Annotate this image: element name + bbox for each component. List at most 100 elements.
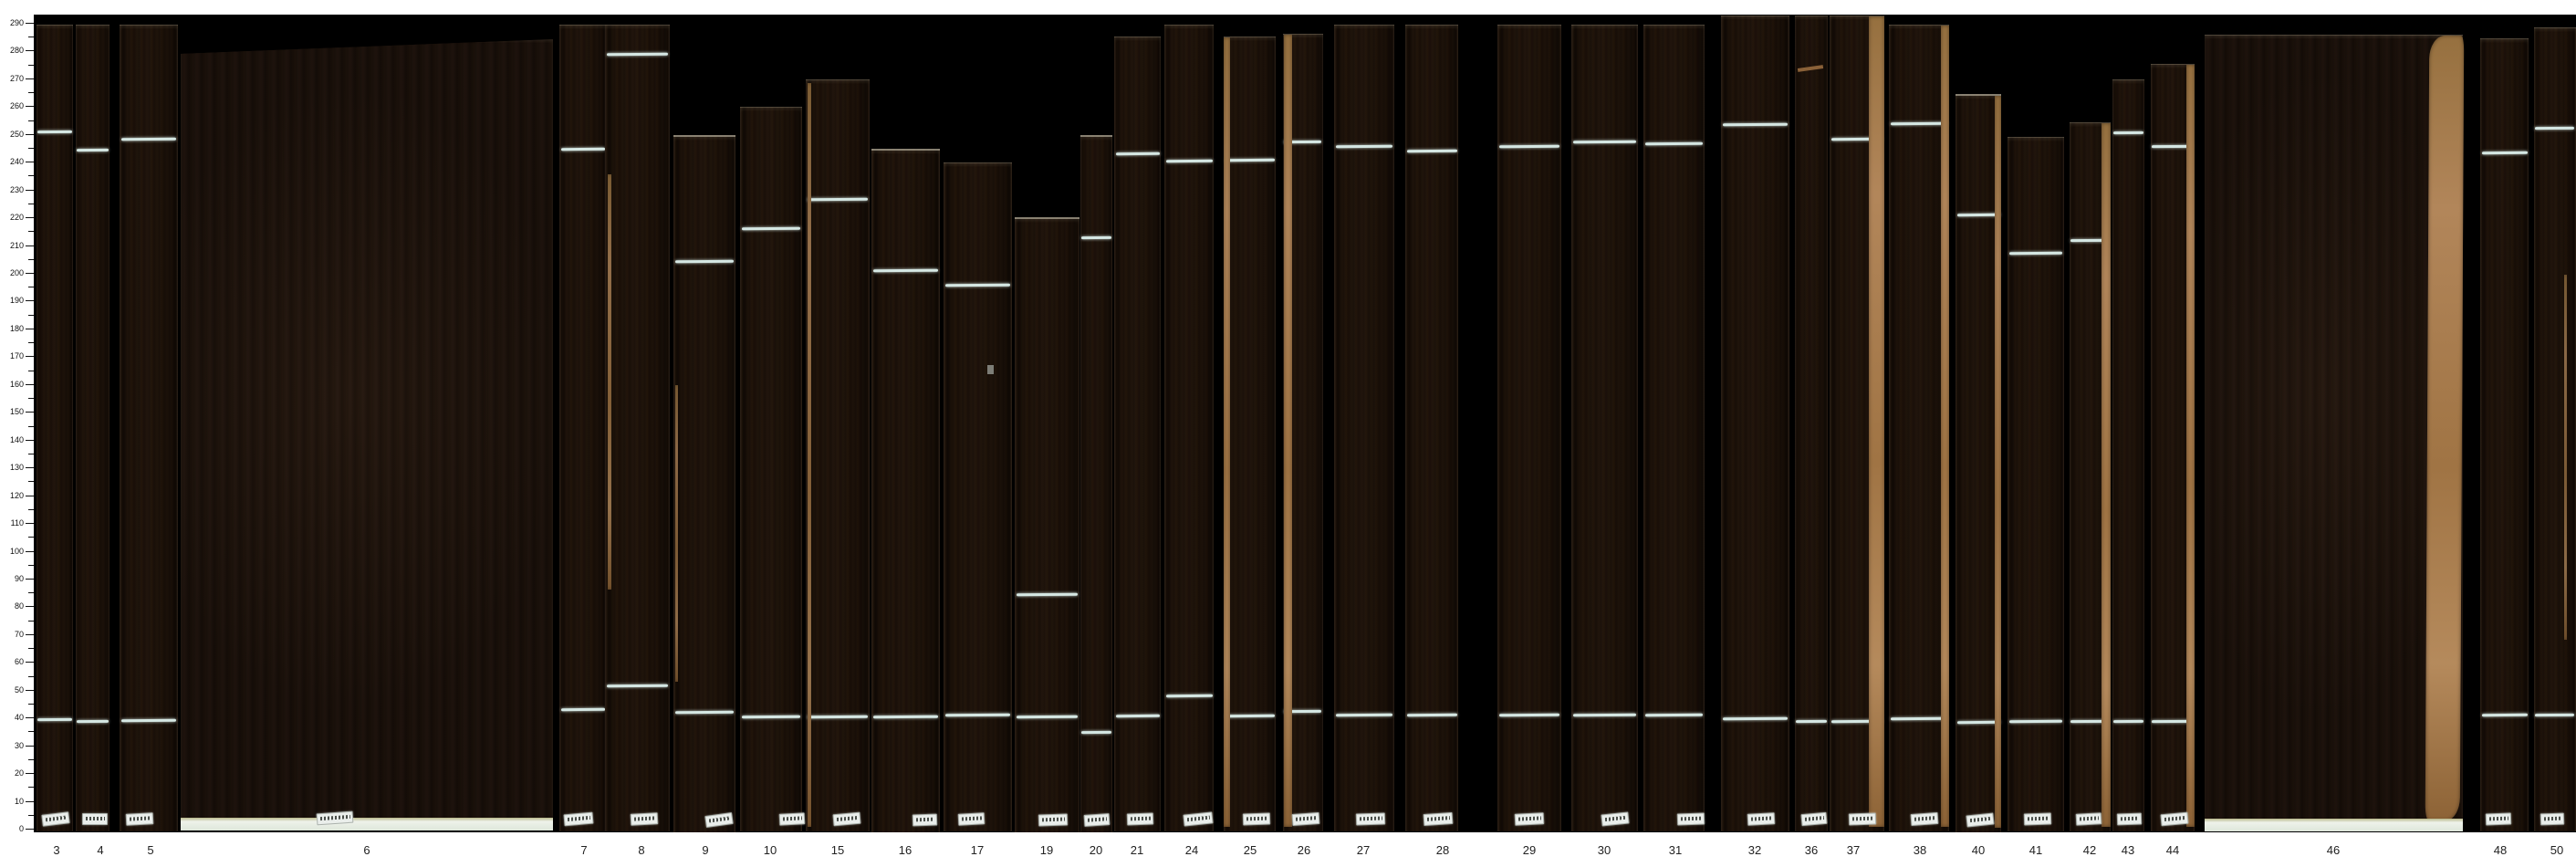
ruler-label: 250 [9, 129, 24, 139]
board-number-label: 29 [1522, 843, 1537, 857]
crayon-mark-line [2535, 126, 2575, 131]
board-32[interactable] [1721, 16, 1789, 831]
ruler-major-tick [26, 245, 34, 246]
ruler-minor-tick [28, 64, 34, 66]
ruler-label: 280 [9, 46, 24, 56]
board-6[interactable] [181, 39, 553, 830]
board-31[interactable] [1643, 25, 1705, 831]
specimen-tag [630, 812, 659, 826]
board-16[interactable] [871, 149, 940, 832]
crayon-mark-line [1225, 714, 1275, 718]
crayon-mark-line [1017, 715, 1078, 719]
crayon-mark-line [1165, 694, 1213, 698]
board-42[interactable] [2070, 122, 2111, 831]
board-20[interactable] [1080, 135, 1112, 832]
ruler-minor-tick [28, 814, 34, 816]
ruler-major-tick [26, 717, 34, 719]
specimen-tag [41, 811, 70, 827]
board-17[interactable] [944, 162, 1012, 831]
tag-text [1359, 816, 1383, 821]
ruler-minor-tick [28, 481, 34, 483]
board-48[interactable] [2480, 38, 2529, 831]
ruler-label: 270 [9, 73, 24, 83]
ruler-major-tick [26, 467, 34, 469]
board-number-label: 28 [1435, 843, 1450, 857]
crayon-mark-line [1644, 713, 1703, 717]
board-number-label: 26 [1297, 843, 1311, 857]
ruler-minor-tick [28, 648, 34, 650]
ruler-major-tick [26, 523, 34, 525]
board-number-label: 44 [2165, 843, 2180, 857]
board-41[interactable] [2008, 137, 2064, 831]
ruler-major-tick [26, 133, 34, 135]
ruler-major-tick [26, 633, 34, 635]
board-40[interactable] [1955, 94, 2001, 832]
board-38[interactable] [1889, 25, 1949, 831]
ruler-label: 180 [9, 323, 24, 333]
specimen-tag [1291, 811, 1320, 827]
board-number-label: 5 [147, 843, 154, 857]
board-number-label: 25 [1243, 843, 1257, 857]
tag-text [1517, 816, 1542, 821]
sapwood-streak [2101, 123, 2111, 827]
specimen-tag [2023, 812, 2052, 826]
specimen-tag [2075, 812, 2102, 826]
board-number-label: 7 [580, 843, 588, 857]
crayon-mark-line [945, 283, 1010, 287]
board-28[interactable] [1405, 25, 1458, 831]
ruler-major-tick [26, 50, 34, 52]
ruler-major-tick [26, 383, 34, 385]
ruler-minor-tick [28, 120, 34, 121]
board-4[interactable] [76, 25, 110, 831]
specimen-tag [82, 813, 108, 825]
board-30[interactable] [1571, 25, 1638, 831]
ruler-minor-tick [28, 175, 34, 177]
board-10[interactable] [740, 107, 806, 831]
crayon-mark-line [560, 707, 605, 712]
board-3[interactable] [37, 25, 73, 831]
ruler-major-tick [26, 106, 34, 108]
board-9[interactable] [673, 135, 735, 832]
crayon-mark-line [1081, 235, 1111, 240]
crayon-mark-line [742, 715, 800, 719]
crayon-mark-line [742, 226, 800, 231]
board-5[interactable] [120, 25, 178, 831]
board-number-label: 24 [1184, 843, 1199, 857]
board-7[interactable] [559, 25, 606, 831]
specimen-tag [563, 811, 594, 827]
board-25[interactable] [1224, 37, 1276, 831]
board-36[interactable] [1795, 16, 1828, 831]
specimen-tag [1242, 812, 1271, 826]
board-number-label: 4 [97, 843, 104, 857]
board-29[interactable] [1497, 25, 1561, 831]
ruler-major-tick [26, 356, 34, 358]
board-46[interactable] [2205, 35, 2465, 831]
board-number-label: 16 [898, 843, 913, 857]
board-24[interactable] [1164, 25, 1214, 831]
crayon-mark-line [2481, 151, 2528, 155]
board-number-label: 46 [2326, 843, 2341, 857]
board-19[interactable] [1015, 217, 1079, 832]
ruler-minor-tick [28, 620, 34, 622]
ruler-major-tick [26, 439, 34, 441]
tag-text [129, 816, 151, 821]
stray-scratch-mark [987, 365, 994, 374]
board-8[interactable] [605, 25, 670, 831]
board-37[interactable] [1830, 16, 1884, 831]
crayon-mark-line [1890, 716, 1948, 721]
board-43[interactable] [2112, 79, 2144, 831]
bottom-reference-strip [2205, 819, 2463, 831]
ruler-minor-tick [28, 148, 34, 150]
ruler-label: 140 [9, 434, 24, 444]
board-26[interactable] [1283, 34, 1323, 831]
ruler-label: 80 [14, 601, 24, 611]
crayon-mark-line [1406, 149, 1457, 153]
board-21[interactable] [1114, 37, 1161, 831]
board-15[interactable] [806, 79, 870, 831]
board-50[interactable] [2534, 27, 2576, 831]
board-44[interactable] [2151, 64, 2195, 831]
ruler-label: 210 [9, 240, 24, 250]
specimen-tag [2116, 812, 2143, 826]
specimen-tag [778, 812, 806, 826]
board-27[interactable] [1334, 25, 1394, 831]
